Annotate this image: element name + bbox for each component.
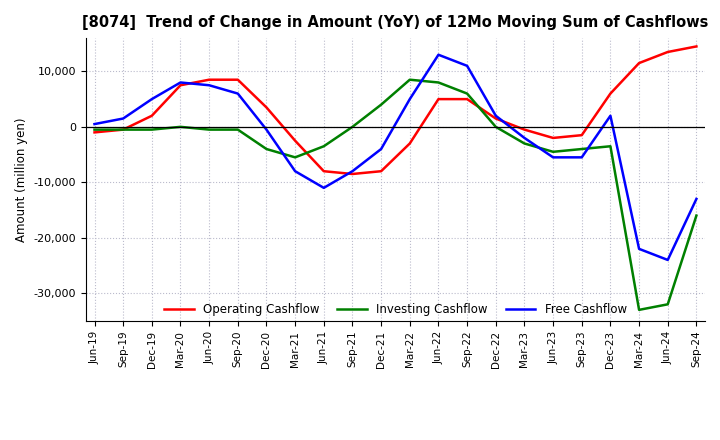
Line: Investing Cashflow: Investing Cashflow bbox=[94, 80, 696, 310]
Free Cashflow bbox=[233, 91, 242, 96]
Free Cashflow bbox=[405, 96, 414, 102]
Investing Cashflow bbox=[463, 91, 472, 96]
Investing Cashflow bbox=[233, 127, 242, 132]
Operating Cashflow bbox=[176, 83, 185, 88]
Operating Cashflow bbox=[377, 169, 385, 174]
Investing Cashflow bbox=[549, 149, 557, 154]
Operating Cashflow bbox=[577, 132, 586, 138]
Operating Cashflow bbox=[663, 49, 672, 55]
Investing Cashflow bbox=[492, 124, 500, 129]
Free Cashflow bbox=[90, 121, 99, 127]
Operating Cashflow bbox=[492, 116, 500, 121]
Free Cashflow bbox=[176, 80, 185, 85]
Investing Cashflow bbox=[635, 307, 644, 312]
Investing Cashflow bbox=[119, 127, 127, 132]
Investing Cashflow bbox=[405, 77, 414, 82]
Free Cashflow bbox=[204, 83, 213, 88]
Operating Cashflow bbox=[262, 105, 271, 110]
Investing Cashflow bbox=[606, 143, 615, 149]
Legend: Operating Cashflow, Investing Cashflow, Free Cashflow: Operating Cashflow, Investing Cashflow, … bbox=[160, 298, 631, 321]
Free Cashflow bbox=[577, 155, 586, 160]
Line: Free Cashflow: Free Cashflow bbox=[94, 55, 696, 260]
Free Cashflow bbox=[119, 116, 127, 121]
Free Cashflow bbox=[291, 169, 300, 174]
Line: Operating Cashflow: Operating Cashflow bbox=[94, 47, 696, 174]
Free Cashflow bbox=[606, 113, 615, 118]
Operating Cashflow bbox=[119, 127, 127, 132]
Operating Cashflow bbox=[520, 127, 528, 132]
Operating Cashflow bbox=[348, 171, 357, 176]
Operating Cashflow bbox=[463, 96, 472, 102]
Investing Cashflow bbox=[692, 213, 701, 218]
Free Cashflow bbox=[635, 246, 644, 252]
Free Cashflow bbox=[520, 135, 528, 140]
Investing Cashflow bbox=[204, 127, 213, 132]
Operating Cashflow bbox=[606, 91, 615, 96]
Investing Cashflow bbox=[148, 127, 156, 132]
Investing Cashflow bbox=[377, 102, 385, 107]
Investing Cashflow bbox=[348, 124, 357, 129]
Investing Cashflow bbox=[663, 302, 672, 307]
Free Cashflow bbox=[262, 127, 271, 132]
Operating Cashflow bbox=[320, 169, 328, 174]
Operating Cashflow bbox=[635, 60, 644, 66]
Operating Cashflow bbox=[148, 113, 156, 118]
Title: [8074]  Trend of Change in Amount (YoY) of 12Mo Moving Sum of Cashflows: [8074] Trend of Change in Amount (YoY) o… bbox=[82, 15, 708, 30]
Free Cashflow bbox=[434, 52, 443, 57]
Operating Cashflow bbox=[549, 135, 557, 140]
Free Cashflow bbox=[692, 196, 701, 202]
Operating Cashflow bbox=[233, 77, 242, 82]
Operating Cashflow bbox=[692, 44, 701, 49]
Investing Cashflow bbox=[90, 127, 99, 132]
Operating Cashflow bbox=[204, 77, 213, 82]
Free Cashflow bbox=[463, 63, 472, 69]
Investing Cashflow bbox=[291, 155, 300, 160]
Free Cashflow bbox=[663, 257, 672, 263]
Free Cashflow bbox=[348, 169, 357, 174]
Free Cashflow bbox=[148, 96, 156, 102]
Investing Cashflow bbox=[320, 143, 328, 149]
Operating Cashflow bbox=[434, 96, 443, 102]
Operating Cashflow bbox=[405, 141, 414, 146]
Investing Cashflow bbox=[176, 124, 185, 129]
Investing Cashflow bbox=[262, 147, 271, 152]
Free Cashflow bbox=[492, 113, 500, 118]
Investing Cashflow bbox=[520, 141, 528, 146]
Investing Cashflow bbox=[577, 147, 586, 152]
Investing Cashflow bbox=[434, 80, 443, 85]
Operating Cashflow bbox=[291, 138, 300, 143]
Operating Cashflow bbox=[90, 130, 99, 135]
Free Cashflow bbox=[549, 155, 557, 160]
Free Cashflow bbox=[377, 147, 385, 152]
Free Cashflow bbox=[320, 185, 328, 191]
Y-axis label: Amount (million yen): Amount (million yen) bbox=[15, 117, 28, 242]
